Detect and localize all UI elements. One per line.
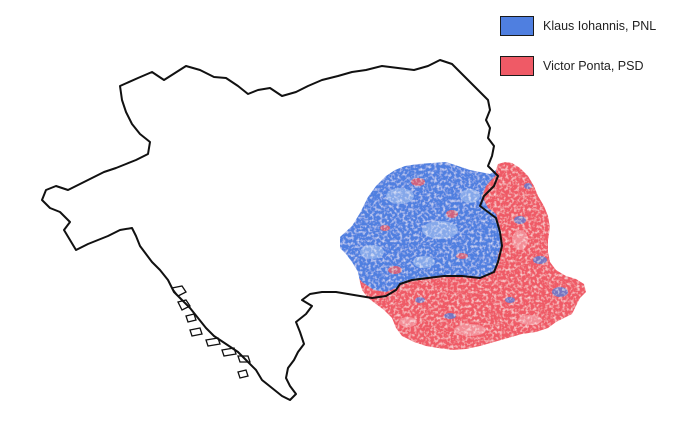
iohannis-in-south <box>415 183 568 319</box>
legend-label-ponta: Victor Ponta, PSD <box>543 59 644 73</box>
legend-swatch-iohannis <box>500 16 534 36</box>
ponta-in-transylvania <box>380 178 468 274</box>
legend-label-iohannis: Klaus Iohannis, PNL <box>543 19 657 33</box>
austria-hungary-outline <box>41 59 503 401</box>
ponta-light-patches <box>399 230 542 336</box>
iohannis-light-patches <box>360 188 480 268</box>
legend-item-iohannis: Klaus Iohannis, PNL <box>500 14 680 38</box>
iohannis-area <box>340 162 502 292</box>
legend-item-ponta: Victor Ponta, PSD <box>500 54 680 78</box>
romania-results <box>340 162 586 350</box>
legend: Klaus Iohannis, PNL Victor Ponta, PSD <box>500 14 680 94</box>
legend-swatch-ponta <box>500 56 534 76</box>
dalmatian-islands <box>170 285 251 379</box>
